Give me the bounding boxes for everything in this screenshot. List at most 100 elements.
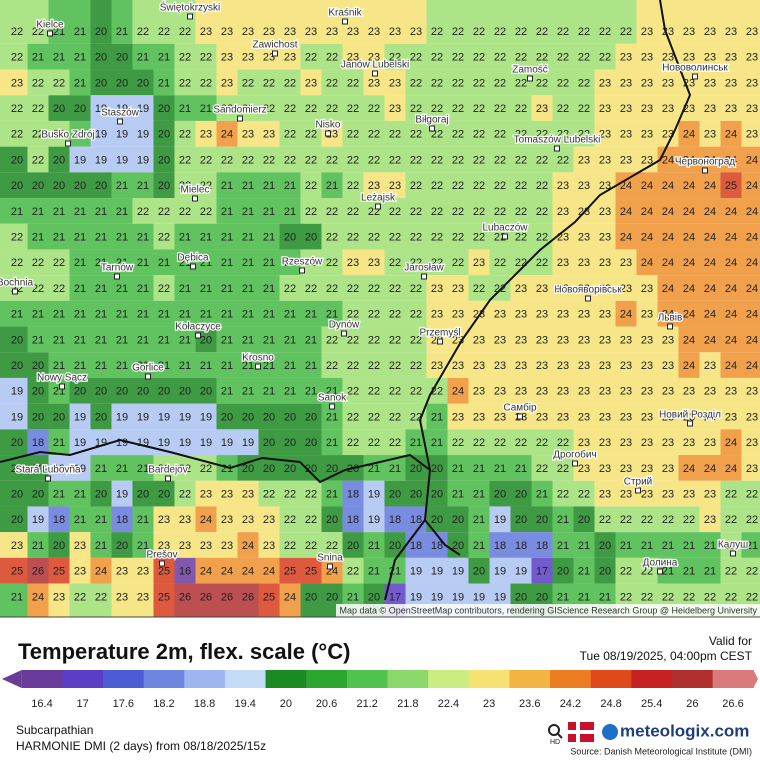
temp-value: 21 — [32, 309, 44, 321]
temp-value: 22 — [368, 129, 380, 141]
temp-value: 22 — [452, 206, 464, 218]
temp-value: 22 — [326, 334, 338, 346]
temp-value: 21 — [32, 52, 44, 64]
temp-value: 22 — [368, 154, 380, 166]
temp-value: 21 — [74, 77, 86, 89]
temp-value: 21 — [263, 257, 275, 269]
temp-value: 23 — [578, 154, 590, 166]
place-marker — [188, 14, 193, 19]
temp-value: 24 — [242, 566, 254, 578]
temp-value: 21 — [158, 257, 170, 269]
temp-value: 22 — [473, 154, 485, 166]
temp-value: 24 — [725, 206, 737, 218]
temp-value: 23 — [746, 437, 758, 449]
temp-value: 22 — [284, 540, 296, 552]
temp-value: 21 — [179, 283, 191, 295]
temp-value: 22 — [263, 154, 275, 166]
temp-value: 21 — [263, 386, 275, 398]
temp-value: 22 — [158, 232, 170, 244]
temp-value: 21 — [32, 334, 44, 346]
temp-value: 18 — [536, 540, 548, 552]
temp-value: 22 — [347, 386, 359, 398]
temp-value: 21 — [74, 514, 86, 526]
temp-value: 23 — [641, 129, 653, 141]
temp-value: 21 — [242, 232, 254, 244]
temp-value: 20 — [74, 180, 86, 192]
temp-value: 21 — [32, 206, 44, 218]
temp-value: 22 — [536, 257, 548, 269]
temp-value: 21 — [536, 489, 548, 501]
temp-value: 21 — [557, 514, 569, 526]
place-label: Львів — [658, 313, 683, 324]
temp-value: 23 — [263, 540, 275, 552]
temp-value: 21 — [179, 360, 191, 372]
temp-value: 23 — [473, 411, 485, 423]
temp-value: 22 — [578, 26, 590, 38]
temp-value: 20 — [32, 489, 44, 501]
search-icon[interactable] — [549, 725, 559, 735]
temp-value: 23 — [641, 26, 653, 38]
temp-value: 20 — [389, 489, 401, 501]
legend-title: Temperature 2m, flex. scale (°C) — [18, 639, 350, 664]
place-marker — [273, 51, 278, 56]
temp-value: 21 — [158, 309, 170, 321]
temp-value: 23 — [620, 257, 632, 269]
temp-value: 23 — [641, 489, 653, 501]
temp-value: 22 — [599, 514, 611, 526]
temp-value: 22 — [347, 206, 359, 218]
temp-value: 22 — [95, 591, 107, 603]
temp-value: 23 — [662, 360, 674, 372]
temp-value: 20 — [137, 386, 149, 398]
temp-value: 22 — [389, 129, 401, 141]
temp-value: 22 — [179, 77, 191, 89]
temp-value: 22 — [431, 180, 443, 192]
place-marker — [688, 421, 693, 426]
place-label: Kraśnik — [328, 8, 362, 19]
temp-value: 24 — [683, 334, 695, 346]
temp-value: 22 — [494, 180, 506, 192]
temp-value: 19 — [473, 591, 485, 603]
temp-value: 21 — [32, 232, 44, 244]
colorbar-segment — [428, 670, 469, 688]
temp-value: 21 — [452, 489, 464, 501]
temp-value: 23 — [599, 437, 611, 449]
temp-value: 23 — [578, 257, 590, 269]
temp-value: 22 — [473, 206, 485, 218]
temp-value: 21 — [179, 103, 191, 115]
temp-value: 23 — [725, 77, 737, 89]
temp-value: 22 — [326, 540, 338, 552]
temp-value: 22 — [746, 489, 758, 501]
temp-value: 22 — [53, 257, 65, 269]
temp-value: 24 — [620, 309, 632, 321]
temp-value: 22 — [389, 206, 401, 218]
temp-value: 21 — [116, 180, 128, 192]
temp-value: 20 — [158, 154, 170, 166]
temp-value: 24 — [725, 257, 737, 269]
temp-value: 23 — [221, 514, 233, 526]
temp-value: 22 — [305, 103, 317, 115]
temp-value: 23 — [578, 386, 590, 398]
temp-value: 26 — [32, 566, 44, 578]
colorbar-label: 25.4 — [641, 698, 662, 710]
temp-value: 21 — [200, 103, 212, 115]
temp-value: 21 — [599, 591, 611, 603]
temp-value: 20 — [11, 514, 23, 526]
temp-value: 24 — [725, 360, 737, 372]
temp-value: 22 — [494, 257, 506, 269]
place-label: Kielce — [36, 20, 64, 31]
temp-value: 24 — [662, 257, 674, 269]
temp-value: 23 — [641, 360, 653, 372]
temp-value: 22 — [536, 26, 548, 38]
temp-value: 21 — [53, 489, 65, 501]
temp-value: 23 — [620, 129, 632, 141]
brand[interactable]: meteologix.com — [620, 721, 749, 740]
temp-value: 23 — [578, 463, 590, 475]
temp-value: 22 — [746, 514, 758, 526]
temp-value: 22 — [284, 154, 296, 166]
temp-value: 23 — [599, 257, 611, 269]
temp-value: 24 — [746, 334, 758, 346]
temp-value: 23 — [662, 386, 674, 398]
temp-value: 24 — [641, 206, 653, 218]
